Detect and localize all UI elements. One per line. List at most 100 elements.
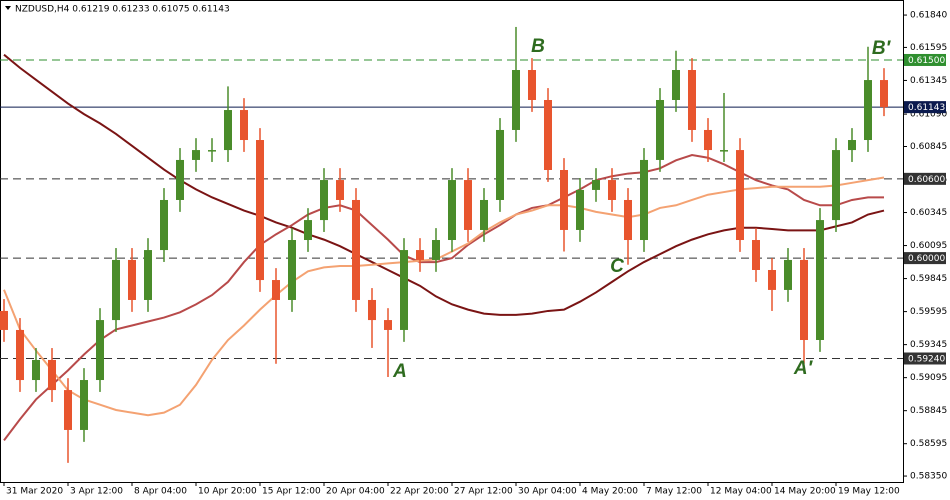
x-tick-label: 10 Apr 20:00 — [198, 487, 257, 497]
level-label-box — [904, 53, 946, 66]
candle-body — [576, 189, 584, 230]
candle-body — [784, 259, 792, 290]
x-tick-label: 20 Apr 04:00 — [326, 487, 385, 497]
level-label-box — [904, 172, 946, 185]
level-label: 0.61143 — [908, 103, 945, 113]
x-tick-label: 12 May 04:00 — [710, 487, 772, 497]
x-tick-label: 8 Apr 04:00 — [134, 487, 187, 497]
candle-body — [704, 129, 712, 151]
candle-body — [496, 129, 504, 200]
candle-body — [720, 150, 728, 152]
candle-body — [112, 259, 120, 321]
candles — [0, 26, 888, 463]
y-tick-label: 0.59845 — [910, 274, 947, 284]
candle-body — [64, 390, 72, 430]
candle-body — [800, 259, 808, 341]
level-label: 0.61500 — [908, 56, 945, 66]
x-tick-label: 27 Apr 12:00 — [454, 487, 513, 497]
y-tick-label: 0.58845 — [910, 406, 947, 416]
candle-body — [816, 220, 824, 341]
candle-body — [352, 199, 360, 300]
y-tick-label: 0.59595 — [910, 307, 947, 317]
y-tick-label: 0.60845 — [910, 142, 947, 152]
candle-body — [240, 110, 248, 141]
candle-body — [880, 80, 888, 108]
y-tick-label: 0.58350 — [910, 472, 947, 482]
candle-body — [96, 320, 104, 381]
y-tick-label: 0.61345 — [910, 76, 947, 86]
x-tick-label: 7 May 12:00 — [646, 487, 702, 497]
candle-body — [752, 240, 760, 270]
candle-body — [768, 269, 776, 290]
y-tick-label: 0.58595 — [910, 439, 947, 449]
candle-body — [464, 180, 472, 230]
candle-body — [400, 250, 408, 330]
candle-body — [320, 180, 328, 221]
candle-body — [144, 250, 152, 300]
candle-body — [272, 280, 280, 300]
y-tick-label: 0.59095 — [910, 373, 947, 383]
y-tick-label: 0.60345 — [910, 208, 947, 218]
x-tick-label: 31 Mar 2020 — [6, 487, 63, 497]
candle-body — [512, 70, 520, 130]
x-tick-label: 19 May 12:00 — [838, 487, 900, 497]
wave-label: B — [531, 36, 545, 57]
chart-title: NZDUSD,H4 0.61219 0.61233 0.61075 0.6114… — [15, 5, 230, 15]
y-tick-label: 0.61840 — [910, 11, 947, 21]
candle-body — [160, 199, 168, 251]
wave-label: A′ — [793, 358, 814, 379]
level-label-box — [904, 352, 946, 365]
candle-body — [288, 240, 296, 300]
wave-label: C — [610, 256, 624, 277]
level-label: 0.60000 — [908, 254, 945, 264]
candle-body — [688, 70, 696, 130]
candle-body — [640, 159, 648, 241]
candle-body — [16, 329, 24, 381]
candle-body — [224, 110, 232, 151]
candle-body — [848, 140, 856, 151]
candle-body — [32, 359, 40, 381]
y-tick-label: 0.59345 — [910, 340, 947, 350]
candle-body — [336, 180, 344, 200]
candle-body — [192, 150, 200, 160]
candle-body — [544, 99, 552, 171]
level-label-box — [904, 252, 946, 265]
y-tick-label: 0.61595 — [910, 43, 947, 53]
candle-body — [736, 150, 744, 241]
candle-body — [528, 70, 536, 100]
candle-body — [656, 99, 664, 160]
candle-body — [448, 180, 456, 241]
candle-body — [560, 170, 568, 230]
candle-body — [416, 250, 424, 260]
level-label-box — [904, 101, 946, 114]
candle-body — [592, 180, 600, 190]
x-tick-label: 14 May 20:00 — [774, 487, 836, 497]
wave-label: A — [392, 361, 407, 382]
y-tick-label: 0.61090 — [910, 110, 947, 120]
y-tick-label: 0.60095 — [910, 241, 947, 251]
candle-body — [832, 150, 840, 221]
candle-body — [864, 80, 872, 141]
x-tick-label: 15 Apr 12:00 — [262, 487, 321, 497]
candle-body — [176, 159, 184, 200]
candle-body — [80, 380, 88, 430]
x-tick-label: 30 Apr 04:00 — [518, 487, 577, 497]
candle-body — [432, 240, 440, 260]
candle-body — [480, 199, 488, 230]
candle-body — [624, 199, 632, 241]
candle-body — [608, 180, 616, 200]
candle-body — [368, 299, 376, 321]
candle-body — [0, 310, 8, 330]
candle-body — [48, 359, 56, 391]
wave-label: B′ — [872, 38, 892, 59]
level-label: 0.59240 — [908, 354, 945, 364]
x-tick-label: 3 Apr 12:00 — [70, 487, 123, 497]
candle-body — [304, 220, 312, 241]
candle-body — [672, 70, 680, 100]
candle-body — [208, 150, 216, 152]
candle-body — [256, 140, 264, 281]
menu-triangle — [5, 6, 11, 10]
candle-body — [128, 259, 136, 300]
